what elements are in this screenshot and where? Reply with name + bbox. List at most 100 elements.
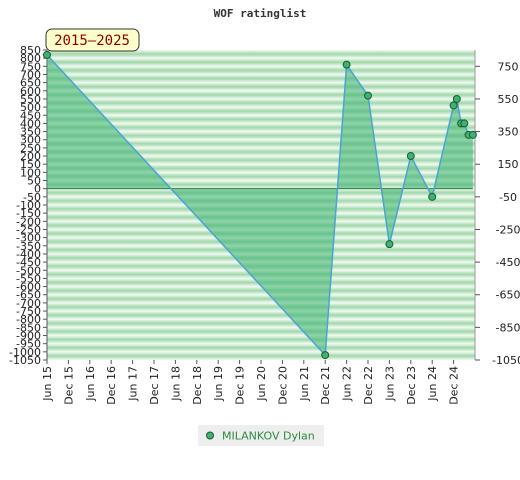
right-tick-label: 150 <box>498 158 519 171</box>
left-tick-label: 550 <box>20 93 41 106</box>
chart-title: WOF ratinglist <box>214 7 307 20</box>
background-band <box>47 115 475 124</box>
background-band <box>47 335 475 344</box>
x-tick-label: Jun 23 <box>383 366 396 402</box>
x-tick-label: Jun 19 <box>212 366 225 402</box>
background-band <box>47 180 475 189</box>
badge-box <box>45 28 140 52</box>
data-point <box>385 240 394 249</box>
left-tick-label: -900 <box>16 330 41 343</box>
left-tick-label: -50 <box>23 191 41 204</box>
background-band <box>47 50 475 59</box>
left-tick-label: -450 <box>16 256 41 269</box>
year-range-badge: 2015–2025 <box>45 28 140 52</box>
data-point <box>342 60 351 69</box>
right-tick-label: 550 <box>498 93 519 106</box>
background-band <box>47 172 475 181</box>
left-tick-label: -100 <box>16 199 41 212</box>
data-point <box>406 152 415 161</box>
legend-marker <box>206 431 214 440</box>
legend-label: MILANKOV Dylan <box>222 430 315 443</box>
right-tick-label: -1050 <box>492 354 520 367</box>
background-band <box>47 98 475 108</box>
left-tick-label: -600 <box>16 281 41 294</box>
x-tick-label: Dec 23 <box>405 366 418 405</box>
x-tick-label: Dec 18 <box>191 366 204 405</box>
x-tick-label: Jun 16 <box>84 366 97 402</box>
left-tick-label: -650 <box>16 289 41 302</box>
left-tick-label: 700 <box>20 68 41 81</box>
background-band <box>47 327 475 336</box>
data-point <box>364 91 372 100</box>
x-tick-label: Dec 17 <box>148 366 161 405</box>
left-tick-label: -1050 <box>9 354 41 367</box>
background-band <box>47 139 475 148</box>
left-tick-label: 600 <box>20 85 41 98</box>
left-tick-label: 50 <box>27 175 41 188</box>
left-tick-label: 100 <box>20 166 41 179</box>
background-band <box>47 294 475 303</box>
data-point <box>449 101 458 110</box>
left-tick-label: 350 <box>20 126 41 139</box>
badge-text: 2015–2025 <box>54 33 130 49</box>
right-tick-label: 750 <box>498 60 519 73</box>
x-tick-label: Dec 19 <box>234 366 247 405</box>
x-tick-label: Jun 17 <box>127 366 140 402</box>
data-point <box>468 130 477 139</box>
x-tick-label: Jun 15 <box>41 366 54 402</box>
left-tick-label: 850 <box>20 44 41 57</box>
left-tick-label: -500 <box>16 264 41 277</box>
data-point <box>428 192 437 201</box>
x-tick-label: Jun 24 <box>426 366 439 402</box>
right-tick-label: -50 <box>499 191 517 204</box>
left-tick-label: -800 <box>16 313 41 326</box>
x-tick-label: Dec 21 <box>319 366 332 405</box>
x-tick-label: Dec 20 <box>276 366 289 405</box>
legend-box <box>198 425 324 446</box>
left-tick-label: 650 <box>20 77 41 90</box>
left-tick-label: 200 <box>20 150 41 163</box>
x-tick-label: Jun 21 <box>298 366 311 402</box>
right-tick-label: -850 <box>496 321 520 334</box>
left-tick-label: 800 <box>20 52 41 65</box>
left-tick-label: -400 <box>16 248 41 261</box>
data-point <box>460 119 469 128</box>
left-tick-label: 300 <box>20 134 41 147</box>
x-tick-label: Dec 16 <box>105 366 118 405</box>
background-band <box>47 90 475 99</box>
left-tick-label: -150 <box>16 207 41 220</box>
x-tick-label: Jun 20 <box>255 366 268 402</box>
background-band <box>47 131 475 140</box>
background-band <box>47 58 475 67</box>
right-tick-label: 350 <box>498 126 519 139</box>
background-band <box>47 147 475 157</box>
x-tick-label: Dec 22 <box>362 366 375 405</box>
left-tick-label: 500 <box>20 101 41 114</box>
background-band <box>47 74 475 83</box>
left-tick-label: -700 <box>16 297 41 310</box>
background-band <box>47 286 475 295</box>
x-axis: Jun 15 Dec 15 Jun 16 Dec 16 Jun 17 Dec 17 Jun … <box>41 360 461 405</box>
background-band <box>47 156 475 165</box>
data-point <box>43 50 51 59</box>
data-point <box>321 351 330 360</box>
left-tick-label: -300 <box>16 232 41 245</box>
background-band <box>47 319 475 328</box>
background-band <box>47 343 475 352</box>
background-band <box>47 302 475 312</box>
right-axis: 750 550 350 150 -50 -250 -450 -650 -850 -1050 <box>474 50 520 367</box>
left-tick-label: 450 <box>20 109 41 122</box>
x-tick-label: Dec 15 <box>62 366 75 405</box>
right-tick-label: -650 <box>496 289 520 302</box>
background-band <box>47 351 475 360</box>
left-tick-label: -950 <box>16 338 41 351</box>
left-tick-label: -250 <box>16 223 41 236</box>
series-layer <box>43 50 477 360</box>
left-tick-label: -550 <box>16 272 41 285</box>
left-tick-label: 750 <box>20 60 41 73</box>
left-tick-label: 150 <box>20 158 41 171</box>
left-tick-label: -750 <box>16 305 41 318</box>
x-tick-label: Dec 24 <box>448 366 461 405</box>
left-tick-label: -200 <box>16 215 41 228</box>
